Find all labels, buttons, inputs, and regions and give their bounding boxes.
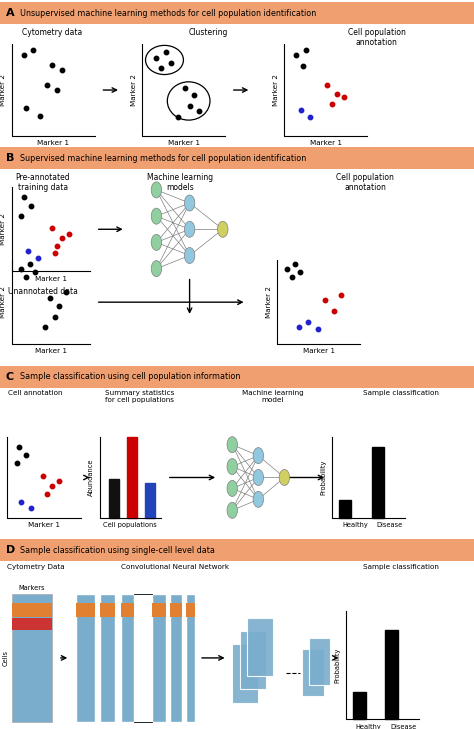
Bar (372, 447, 384, 518)
Bar (121, 594, 134, 722)
Text: Sample classification using cell population information: Sample classification using cell populat… (20, 373, 240, 381)
Bar (247, 618, 273, 677)
Text: Cytometry Data: Cytometry Data (7, 564, 64, 569)
Circle shape (227, 437, 237, 453)
Text: Markers: Markers (19, 585, 45, 591)
Circle shape (184, 222, 195, 238)
Bar (76, 594, 95, 722)
Text: Cell population
annotation: Cell population annotation (336, 173, 394, 192)
Circle shape (151, 235, 162, 251)
Text: Marker 1: Marker 1 (310, 140, 342, 146)
Text: Cytometry data: Cytometry data (22, 28, 82, 36)
Circle shape (151, 261, 162, 277)
Text: Marker 2: Marker 2 (0, 214, 6, 245)
Bar (12, 594, 52, 722)
Circle shape (279, 469, 290, 486)
Text: Supervised machine learning methods for cell population identification: Supervised machine learning methods for … (20, 154, 306, 163)
Text: Disease: Disease (376, 522, 402, 528)
Bar (12, 618, 52, 630)
Text: Clustering: Clustering (189, 28, 228, 36)
Text: B: B (6, 153, 14, 163)
Text: Sample classification using single-cell level data: Sample classification using single-cell … (20, 546, 215, 555)
Text: Abundance: Abundance (88, 459, 94, 496)
Circle shape (227, 459, 237, 475)
Text: Sample classification: Sample classification (363, 564, 438, 569)
Circle shape (184, 248, 195, 264)
Bar (109, 479, 119, 518)
Text: D: D (6, 545, 15, 555)
Bar (339, 500, 351, 518)
Bar (0, 366, 474, 388)
Circle shape (253, 469, 264, 486)
Bar (100, 603, 115, 617)
Text: Marker 1: Marker 1 (35, 276, 67, 281)
Bar (186, 594, 195, 722)
Text: C: C (6, 372, 14, 382)
Bar (121, 603, 134, 617)
Text: Marker 2: Marker 2 (131, 74, 137, 106)
Circle shape (227, 480, 237, 496)
Text: Sample classification: Sample classification (363, 390, 438, 396)
Bar (240, 631, 266, 690)
Bar (170, 603, 182, 617)
Text: A: A (6, 8, 14, 18)
Bar (127, 437, 137, 518)
Bar (76, 603, 95, 617)
Bar (0, 539, 474, 561)
Text: Marker 1: Marker 1 (303, 348, 335, 354)
Circle shape (218, 222, 228, 238)
Text: Cell annotation: Cell annotation (9, 390, 63, 396)
Bar (0, 147, 474, 169)
Text: Marker 2: Marker 2 (273, 74, 279, 106)
Text: Healthy: Healthy (355, 723, 381, 729)
Bar (100, 594, 115, 722)
Text: Unannotated data: Unannotated data (8, 287, 78, 296)
Bar (385, 631, 398, 719)
Circle shape (184, 195, 195, 211)
Text: Healthy: Healthy (342, 522, 368, 528)
Text: Machine learning
model: Machine learning model (242, 390, 303, 403)
Text: Marker 1: Marker 1 (35, 348, 67, 354)
Bar (186, 603, 195, 617)
Bar (152, 603, 166, 617)
Text: Marker 2: Marker 2 (0, 286, 6, 318)
Text: Marker 1: Marker 1 (37, 140, 69, 146)
Circle shape (227, 502, 237, 518)
Text: Cell populations: Cell populations (103, 522, 157, 528)
Bar (152, 594, 166, 722)
Text: Marker 2: Marker 2 (266, 286, 272, 318)
Text: Marker 2: Marker 2 (0, 461, 1, 494)
Bar (232, 644, 258, 703)
Text: Disease: Disease (390, 723, 417, 729)
Bar (170, 594, 182, 722)
Text: Marker 2: Marker 2 (0, 74, 6, 106)
Circle shape (253, 491, 264, 507)
Text: Summary statistics
for cell populations: Summary statistics for cell populations (105, 390, 174, 403)
Circle shape (151, 208, 162, 225)
Text: Probability: Probability (335, 647, 340, 682)
Circle shape (151, 182, 162, 198)
Text: Probability: Probability (320, 460, 326, 495)
Bar (309, 638, 330, 685)
Text: Marker 1: Marker 1 (168, 140, 200, 146)
Bar (12, 603, 52, 617)
Text: Cell population
annotation: Cell population annotation (348, 28, 406, 47)
Bar (302, 649, 324, 696)
Text: Convolutional Neural Network: Convolutional Neural Network (121, 564, 229, 569)
Circle shape (253, 448, 264, 464)
Bar (145, 483, 155, 518)
Bar (353, 692, 366, 719)
Text: Machine learning
models: Machine learning models (147, 173, 213, 192)
Bar (0, 2, 474, 24)
Text: Cells: Cells (2, 650, 8, 666)
Text: Unsupervised machine learning methods for cell population identification: Unsupervised machine learning methods fo… (20, 9, 316, 17)
Text: Pre-annotated
training data: Pre-annotated training data (15, 173, 70, 192)
Text: Marker 1: Marker 1 (28, 522, 60, 528)
